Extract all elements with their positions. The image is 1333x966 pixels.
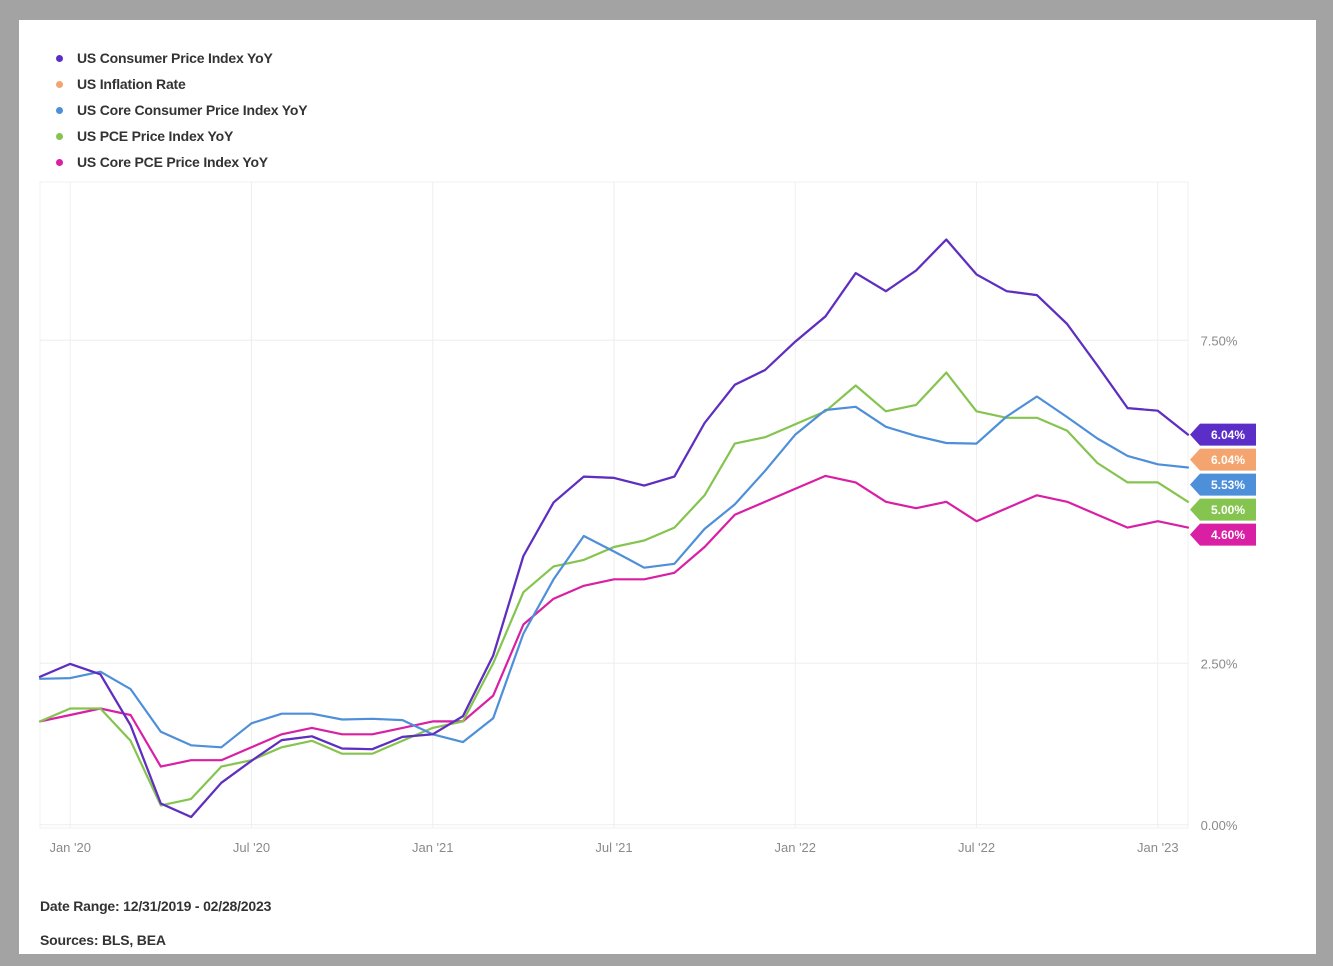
legend-item[interactable]: US PCE Price Index YoY <box>40 123 307 149</box>
legend-dot-icon <box>56 106 63 114</box>
legend-dot-icon <box>56 80 63 88</box>
legend-dot-icon <box>56 132 63 140</box>
end-value-label: 4.60% <box>1211 528 1245 542</box>
end-value-label: 5.00% <box>1211 503 1245 517</box>
x-tick-label: Jan '22 <box>775 840 817 855</box>
end-value-tag <box>1190 498 1256 521</box>
y-tick-label: 2.50% <box>1201 656 1238 671</box>
end-value-tag <box>1190 448 1256 471</box>
legend-item[interactable]: US Inflation Rate <box>40 71 307 97</box>
legend-dot-icon <box>56 158 63 166</box>
legend-label: US PCE Price Index YoY <box>77 128 234 144</box>
end-value-tag <box>1190 423 1256 446</box>
end-value-label: 5.53% <box>1211 478 1245 492</box>
legend-label: US Inflation Rate <box>77 76 186 92</box>
series-line <box>38 371 1190 807</box>
end-value-label: 6.04% <box>1211 453 1245 467</box>
end-value-tag <box>1190 523 1256 546</box>
legend-item[interactable]: US Consumer Price Index YoY <box>40 45 307 71</box>
legend-label: US Consumer Price Index YoY <box>77 50 273 66</box>
legend-label: US Core PCE Price Index YoY <box>77 154 268 170</box>
y-tick-label: 7.50% <box>1201 333 1238 348</box>
legend-label: US Core Consumer Price Index YoY <box>77 102 308 118</box>
legend: US Consumer Price Index YoY US Inflation … <box>40 45 308 175</box>
x-tick-label: Jul '22 <box>958 840 995 855</box>
x-tick-label: Jul '21 <box>595 840 632 855</box>
series-line <box>38 474 1190 768</box>
end-value-tags: 6.04% 6.04% 5.53% 5.00% 4.60% <box>1190 423 1256 546</box>
x-tick-label: Jan '21 <box>412 840 454 855</box>
series-line <box>38 238 1190 819</box>
legend-dot-icon <box>56 54 63 62</box>
x-tick-label: Jan '20 <box>49 840 91 855</box>
series-lines <box>38 238 1190 819</box>
sources-text: Sources: BLS, BEA <box>40 932 166 948</box>
legend-item[interactable]: US Core PCE Price Index YoY <box>40 149 307 175</box>
end-value-tag <box>1190 473 1256 496</box>
chart-card <box>19 20 1316 954</box>
axes: Jan '20 Jul '20 Jan '21 Jul '21 Jan '22 Jul '… <box>49 333 1237 855</box>
series-line <box>38 395 1190 749</box>
grid <box>39 181 1189 829</box>
x-tick-label: Jan '23 <box>1137 840 1179 855</box>
legend-item[interactable]: US Core Consumer Price Index YoY <box>40 97 308 123</box>
x-tick-label: Jul '20 <box>233 840 270 855</box>
date-range-text: Date Range: 12/31/2019 - 02/28/2023 <box>40 898 272 914</box>
end-value-label: 6.04% <box>1211 428 1245 442</box>
y-tick-label: 0.00% <box>1201 818 1238 833</box>
